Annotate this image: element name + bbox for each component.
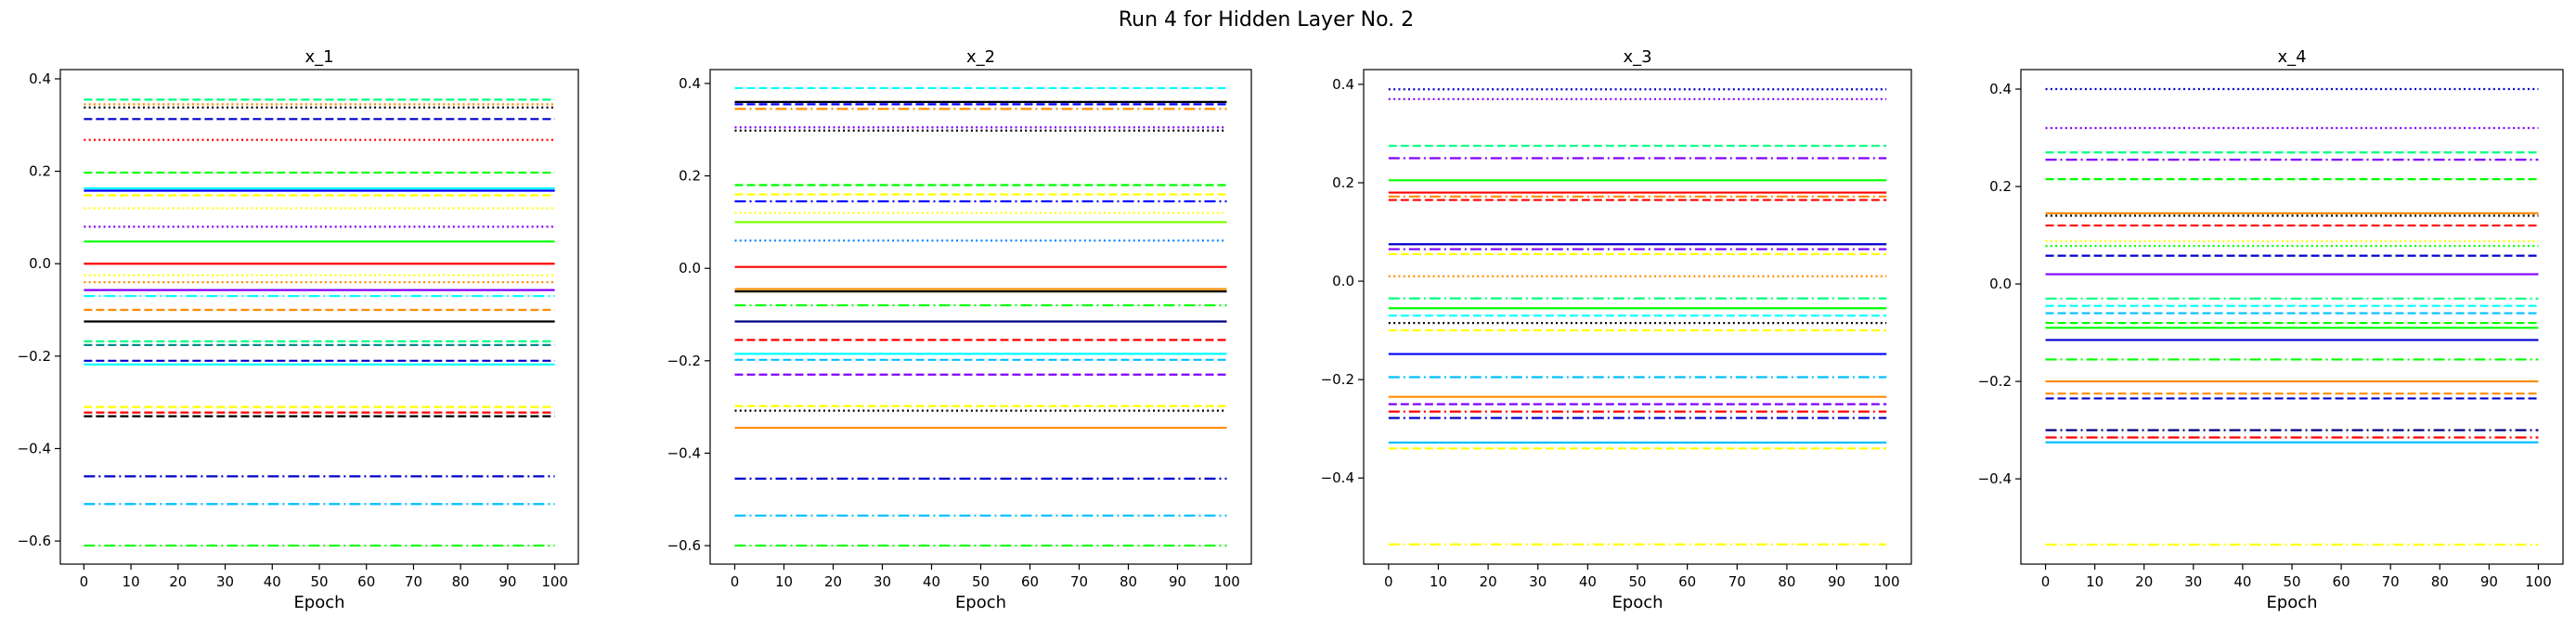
y-tick-label: −0.6 xyxy=(667,537,701,554)
x-tick-label: 60 xyxy=(357,573,375,590)
y-tick-label: 0.4 xyxy=(1989,81,2012,97)
x-tick-label: 60 xyxy=(1678,573,1696,590)
x-tick-label: 40 xyxy=(1579,573,1597,590)
x-tick-label: 70 xyxy=(1728,573,1746,590)
x-tick-label: 100 xyxy=(2525,573,2552,590)
y-tick-label: 0.2 xyxy=(29,163,51,180)
x-tick-label: 20 xyxy=(1480,573,1497,590)
x-tick-label: 60 xyxy=(2333,573,2350,590)
y-tick-label: −0.2 xyxy=(1321,371,1354,388)
y-tick-label: 0.4 xyxy=(1332,76,1354,93)
y-tick-label: 0.2 xyxy=(679,168,701,185)
x-tick-label: 10 xyxy=(775,573,793,590)
series-group xyxy=(84,98,555,547)
y-tick-label: −0.6 xyxy=(18,533,51,549)
x-tick-label: 90 xyxy=(1169,573,1186,590)
y-tick-label: −0.2 xyxy=(1978,373,2012,390)
subplot-4: 0 10 20 30 40 50 60 70 80 90 100 −0.4 −0.2 0.0 0.2 0.4 x… xyxy=(1978,47,2564,612)
x-tick-label: 90 xyxy=(1828,573,1845,590)
x-axis-label: Epoch xyxy=(2266,593,2317,612)
y-tick-label: 0.2 xyxy=(1332,174,1354,191)
x-tick-label: 100 xyxy=(1873,573,1900,590)
x-tick-label: 30 xyxy=(2184,573,2202,590)
x-tick-label: 20 xyxy=(169,573,187,590)
x-tick-label: 0 xyxy=(80,573,89,590)
subplot-2: 0 10 20 30 40 50 60 70 80 90 100 −0.6 −0.4 −0.2 0.0 0.2… xyxy=(667,47,1252,612)
x-tick-label: 50 xyxy=(1628,573,1646,590)
y-tick-label: 0.4 xyxy=(679,75,701,92)
y-tick-label: 0.4 xyxy=(29,71,51,87)
y-tick-label: 0.2 xyxy=(1989,178,2012,195)
y-tick-label: −0.4 xyxy=(1321,469,1354,486)
y-tick-label: −0.4 xyxy=(18,440,51,456)
x-tick-label: 100 xyxy=(541,573,568,590)
subplot-1: 0 10 20 30 40 50 60 70 80 90 100 −0.6 −0.4 −0.2 0.0 0.2… xyxy=(18,47,579,612)
x-tick-label: 60 xyxy=(1021,573,1039,590)
x-tick-label: 10 xyxy=(123,573,140,590)
y-tick-label: −0.2 xyxy=(667,353,701,369)
x-tick-label: 30 xyxy=(874,573,891,590)
series-group xyxy=(1388,88,1887,546)
x-tick-label: 20 xyxy=(2135,573,2153,590)
series-group xyxy=(734,86,1227,547)
x-axis-label: Epoch xyxy=(955,593,1006,612)
x-tick-label: 80 xyxy=(1778,573,1795,590)
x-tick-label: 10 xyxy=(1430,573,1447,590)
x-tick-label: 50 xyxy=(310,573,328,590)
x-tick-label: 70 xyxy=(1070,573,1088,590)
x-axis-label: Epoch xyxy=(293,593,344,612)
x-tick-label: 40 xyxy=(2233,573,2251,590)
x-tick-label: 50 xyxy=(2283,573,2300,590)
x-tick-label: 100 xyxy=(1213,573,1240,590)
x-tick-label: 30 xyxy=(216,573,234,590)
x-tick-label: 70 xyxy=(405,573,422,590)
subplot-title: x_3 xyxy=(1623,47,1651,67)
x-tick-label: 40 xyxy=(264,573,281,590)
y-tick-label: 0.0 xyxy=(1332,273,1354,289)
x-tick-label: 10 xyxy=(2086,573,2104,590)
x-tick-label: 80 xyxy=(452,573,470,590)
x-tick-label: 40 xyxy=(923,573,940,590)
x-tick-label: 0 xyxy=(1384,573,1393,590)
x-tick-label: 0 xyxy=(731,573,740,590)
y-tick-label: 0.0 xyxy=(29,255,51,272)
y-tick-label: −0.4 xyxy=(1978,470,2012,487)
y-tick-label: −0.2 xyxy=(18,348,51,365)
x-tick-label: 30 xyxy=(1529,573,1547,590)
x-tick-label: 0 xyxy=(2041,573,2051,590)
x-tick-label: 80 xyxy=(1120,573,1137,590)
y-tick-label: 0.0 xyxy=(679,260,701,276)
subplot-title: x_1 xyxy=(304,47,333,67)
x-tick-label: 70 xyxy=(2382,573,2400,590)
subplot-title: x_4 xyxy=(2277,47,2306,67)
subplot-title: x_2 xyxy=(966,47,995,67)
subplot-3: 0 10 20 30 40 50 60 70 80 90 100 −0.4 −0.2 0.0 0.2 0.4 x… xyxy=(1321,47,1912,612)
figure-title: Run 4 for Hidden Layer No. 2 xyxy=(1119,8,1414,32)
y-tick-label: 0.0 xyxy=(1989,276,2012,292)
x-tick-label: 80 xyxy=(2431,573,2449,590)
x-axis-label: Epoch xyxy=(1612,593,1663,612)
x-tick-label: 20 xyxy=(824,573,842,590)
y-tick-label: −0.4 xyxy=(667,444,701,461)
series-group xyxy=(2045,87,2539,546)
x-tick-label: 90 xyxy=(2480,573,2498,590)
x-tick-label: 50 xyxy=(972,573,990,590)
x-tick-label: 90 xyxy=(498,573,516,590)
